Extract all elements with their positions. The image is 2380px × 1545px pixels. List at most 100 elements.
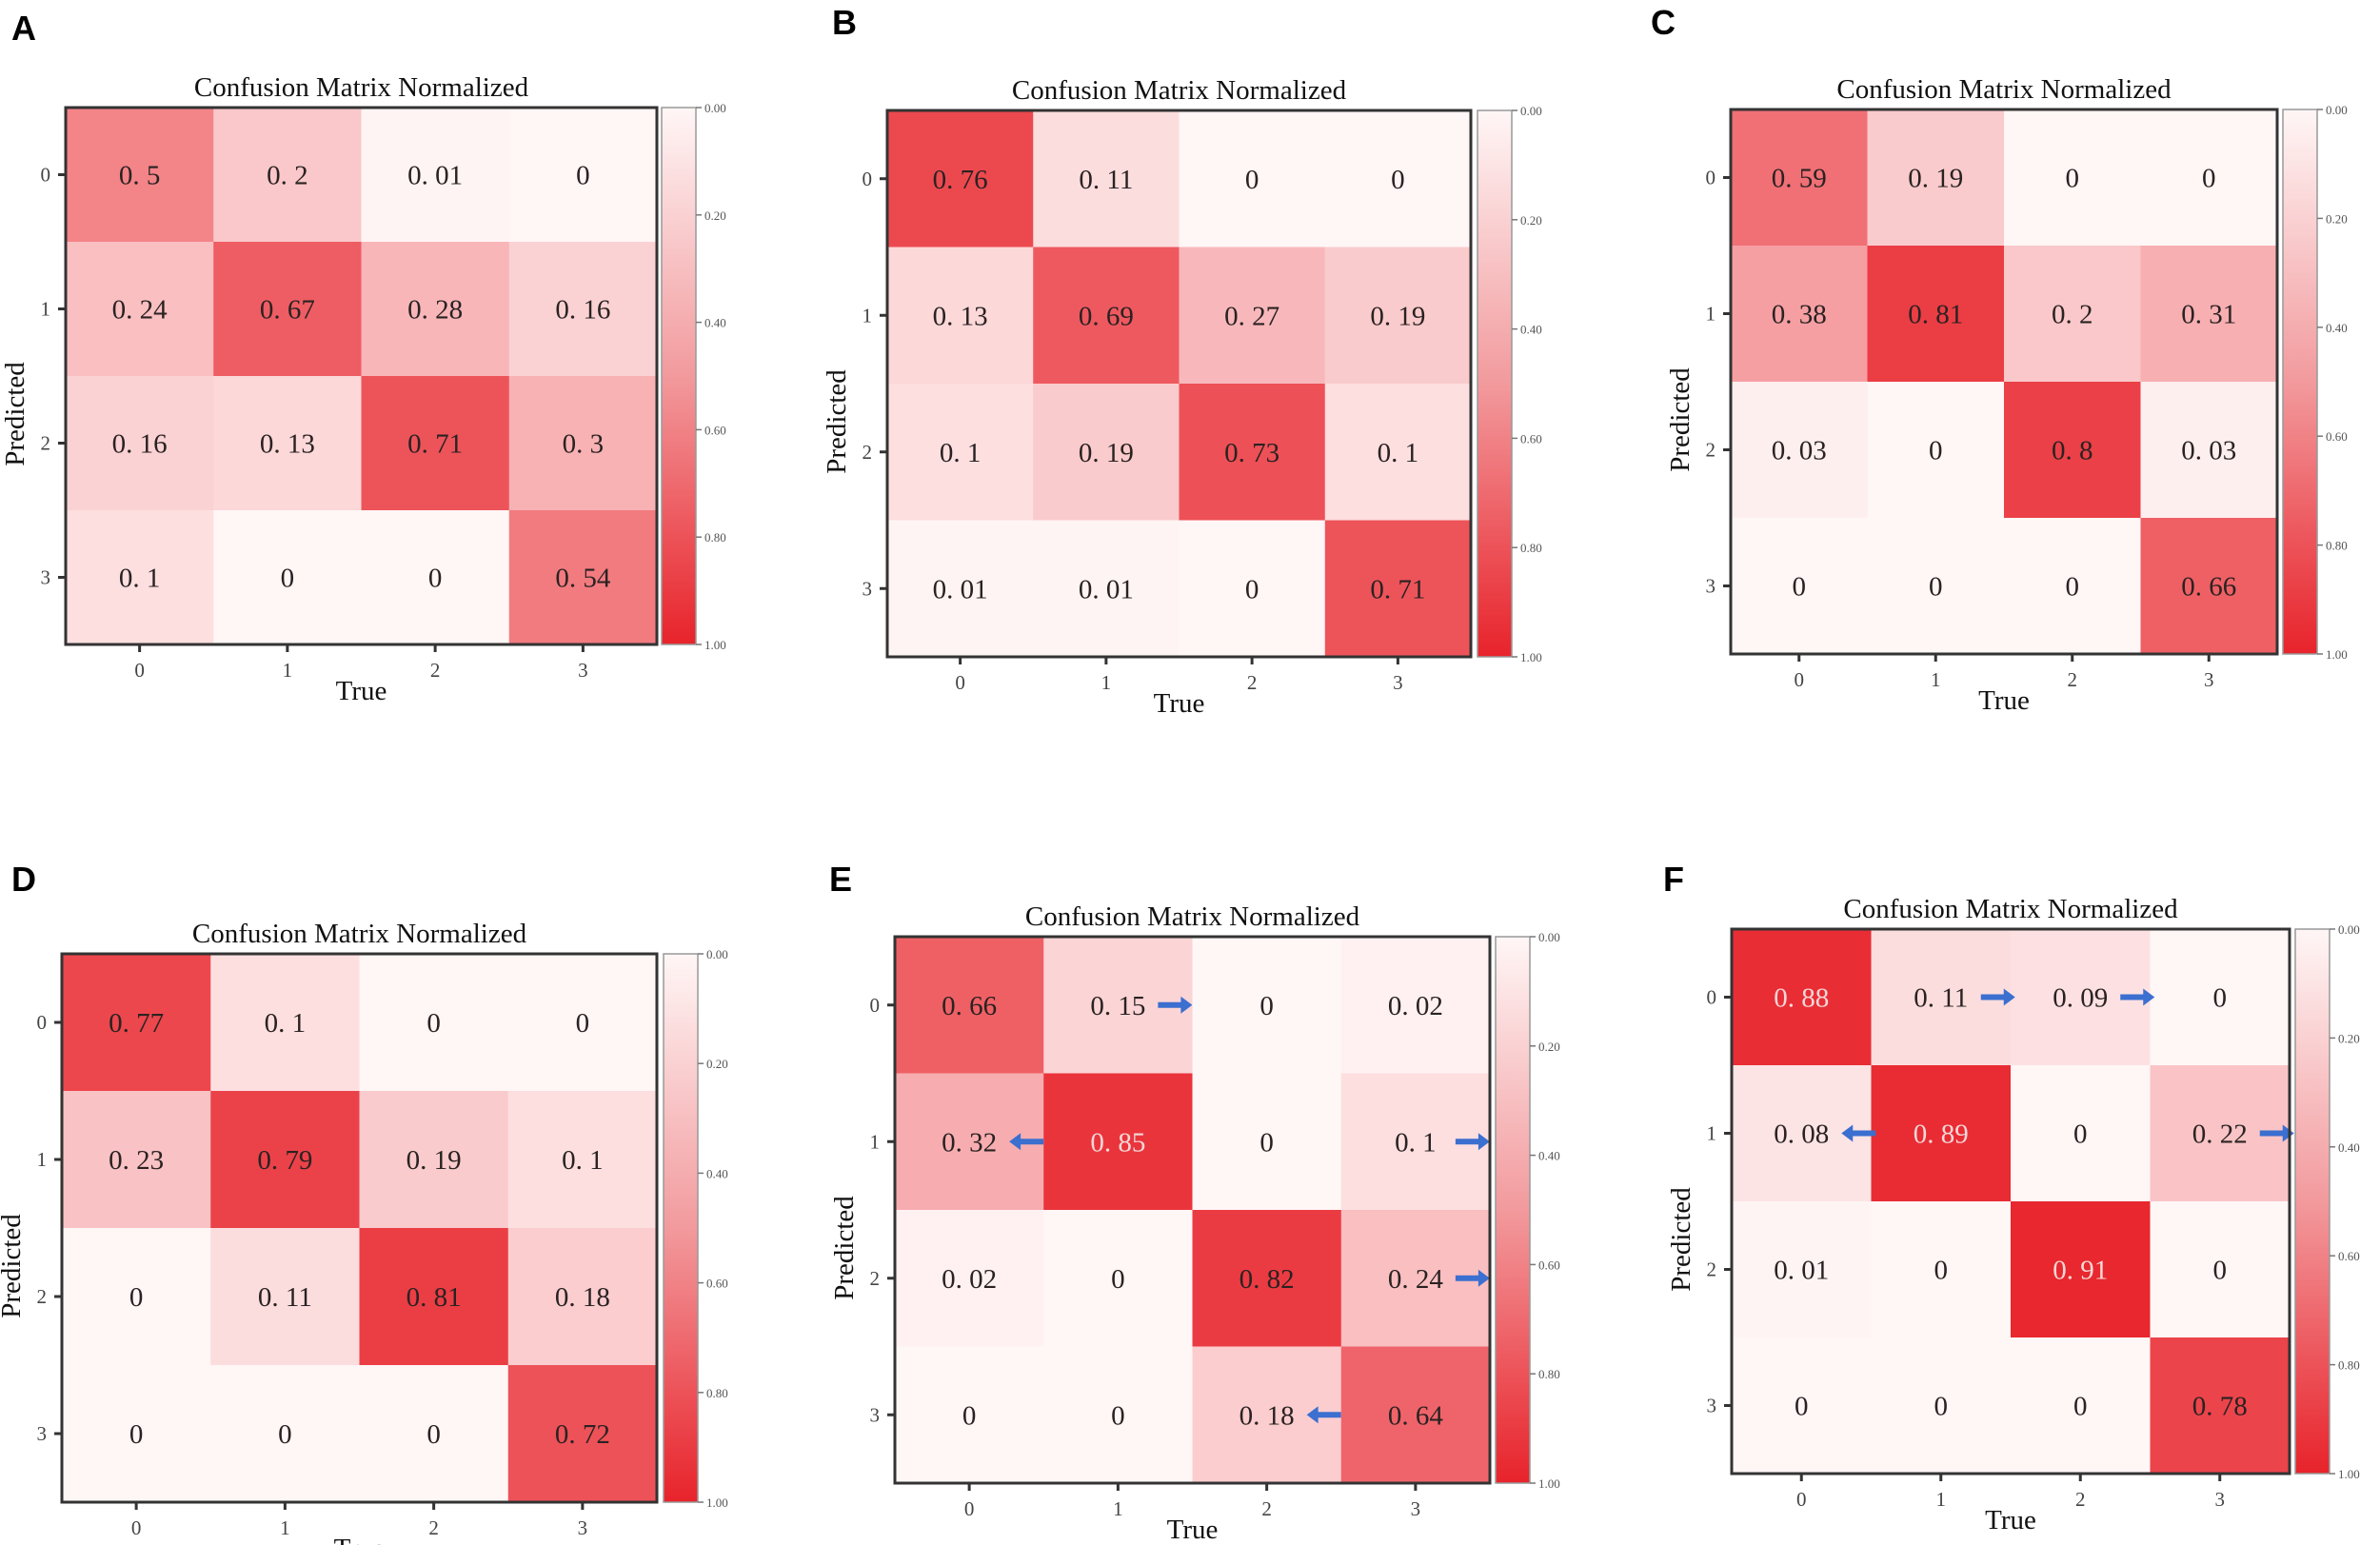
panel-letter: C (1651, 3, 1676, 42)
panel-e: E Confusion Matrix Normalized 0. 66 0. 15 0 0… (829, 860, 1560, 1545)
matrix-frame (1729, 108, 2279, 656)
cell-value: 0 (426, 1419, 441, 1450)
cell-value: 0. 18 (555, 1282, 610, 1313)
x-tick-label: 3 (578, 659, 588, 682)
heatmap-cell (1731, 382, 1868, 519)
heatmap-cell (1043, 1210, 1193, 1347)
chart-title: Confusion Matrix Normalized (194, 72, 529, 103)
cell-value: 0 (428, 564, 443, 594)
colorbar-tick-label: 0.00 (704, 101, 726, 115)
heatmap-cell (2140, 109, 2278, 247)
cell-value: 0. 89 (1914, 1119, 1969, 1150)
arrow-right-icon (2120, 988, 2155, 1006)
colorbar-tick-label: 0.80 (2326, 539, 2348, 553)
y-tick-label: 3 (41, 566, 51, 589)
cell-value: 0. 11 (1079, 165, 1133, 195)
x-axis-label: True (1985, 1505, 2036, 1535)
cell-value: 0. 5 (119, 161, 161, 191)
x-axis-label: True (334, 1534, 386, 1545)
cell-value: 0. 71 (407, 429, 463, 460)
colorbar-tick-label: 0.80 (704, 530, 726, 545)
matrix-frame (60, 952, 659, 1504)
heatmap-cell (1324, 110, 1472, 248)
heatmap-cell (2004, 246, 2141, 383)
cell-value: 0. 76 (933, 165, 988, 195)
heatmap-cell (361, 376, 510, 511)
cell-value: 0. 54 (555, 564, 611, 594)
y-tick-label: 1 (1707, 1122, 1717, 1145)
heatmap-cell (1324, 520, 1472, 658)
cell-value: 0. 38 (1772, 300, 1827, 330)
cell-value: 0. 24 (1388, 1264, 1444, 1295)
heatmap-cell (1867, 518, 2005, 655)
colorbar-tick-label: 0.60 (704, 423, 726, 437)
colorbar-tick-label: 0.20 (1520, 213, 1542, 228)
y-tick-label: 1 (1706, 303, 1716, 326)
cell-value: 0. 85 (1090, 1127, 1145, 1158)
heatmap-cell (1179, 520, 1326, 658)
heatmap-cell (2140, 518, 2278, 655)
arrow-right-icon (2259, 1124, 2294, 1142)
cell-value: 0. 09 (2053, 983, 2108, 1014)
x-tick-label: 0 (131, 1516, 142, 1539)
heatmap-cell (1867, 246, 2005, 383)
cell-value: 0. 1 (940, 438, 982, 468)
heatmap-cell (508, 510, 658, 645)
heatmap-cell (1324, 384, 1472, 521)
colorbar-tick-label: 0.80 (2338, 1358, 2360, 1373)
cell-value: 0. 3 (563, 429, 605, 460)
x-tick-label: 1 (1936, 1488, 1947, 1511)
heatmap-cell (2150, 1337, 2291, 1475)
heatmap-cell (1867, 382, 2005, 519)
colorbar (661, 107, 697, 645)
cell-value: 0. 81 (1908, 300, 1963, 330)
heatmap-cell (359, 1091, 509, 1229)
panel-d: D Confusion Matrix Normalized 0. 77 0. 1 0 0 0… (0, 860, 728, 1545)
cell-value: 0. 2 (267, 161, 308, 191)
y-axis-label: Predicted (0, 1214, 27, 1318)
chart-title: Confusion Matrix Normalized (1025, 901, 1360, 932)
colorbar-tick-label: 0.80 (706, 1386, 728, 1400)
heatmap-cell (62, 1365, 211, 1503)
y-tick-label: 3 (1706, 575, 1716, 598)
heatmap-cell (887, 520, 1034, 658)
heatmap-cell (2150, 929, 2291, 1066)
matrix-frame (1730, 927, 2291, 1476)
y-tick-label: 0 (863, 168, 873, 190)
cell-value: 0. 66 (942, 991, 997, 1021)
colorbar-tick-label: 0.00 (706, 947, 728, 961)
cell-value: 0 (1259, 1127, 1274, 1158)
x-tick-label: 2 (1247, 671, 1258, 694)
heatmap-cell (210, 954, 360, 1092)
y-tick-label: 1 (37, 1148, 48, 1171)
arrow-right-icon (1158, 996, 1193, 1014)
cell-value: 0 (1111, 1400, 1125, 1431)
cell-value: 0. 28 (407, 295, 463, 326)
cell-value: 0. 1 (1378, 438, 1419, 468)
heatmap-cell (66, 376, 214, 511)
heatmap-cell (1340, 937, 1491, 1074)
cell-value: 0. 13 (260, 429, 315, 460)
heatmap-cell (887, 247, 1034, 385)
colorbar-tick-label: 0.00 (1538, 930, 1560, 944)
x-tick-label: 1 (1931, 668, 1941, 691)
y-tick-label: 1 (863, 304, 873, 327)
cell-value: 0. 66 (2181, 572, 2236, 603)
y-tick-label: 3 (37, 1422, 48, 1445)
cell-value: 0. 31 (2181, 300, 2236, 330)
y-axis-label: Predicted (1666, 1187, 1696, 1292)
heatmap-cell (508, 242, 658, 377)
x-tick-label: 2 (2068, 668, 2078, 691)
heatmap-cell (66, 510, 214, 645)
panel-letter: F (1663, 860, 1684, 899)
colorbar-tick-label: 0.80 (1538, 1367, 1560, 1381)
heatmap-cell (1043, 1073, 1193, 1211)
colorbar-tick-label: 1.00 (2338, 1467, 2360, 1481)
arrow-left-icon (1841, 1124, 1876, 1142)
cell-value: 0. 16 (555, 295, 610, 326)
y-tick-label: 0 (1707, 986, 1717, 1009)
cell-value: 0 (1793, 572, 1807, 603)
arrow-left-icon (1009, 1133, 1044, 1151)
heatmap-cell (1033, 247, 1180, 385)
